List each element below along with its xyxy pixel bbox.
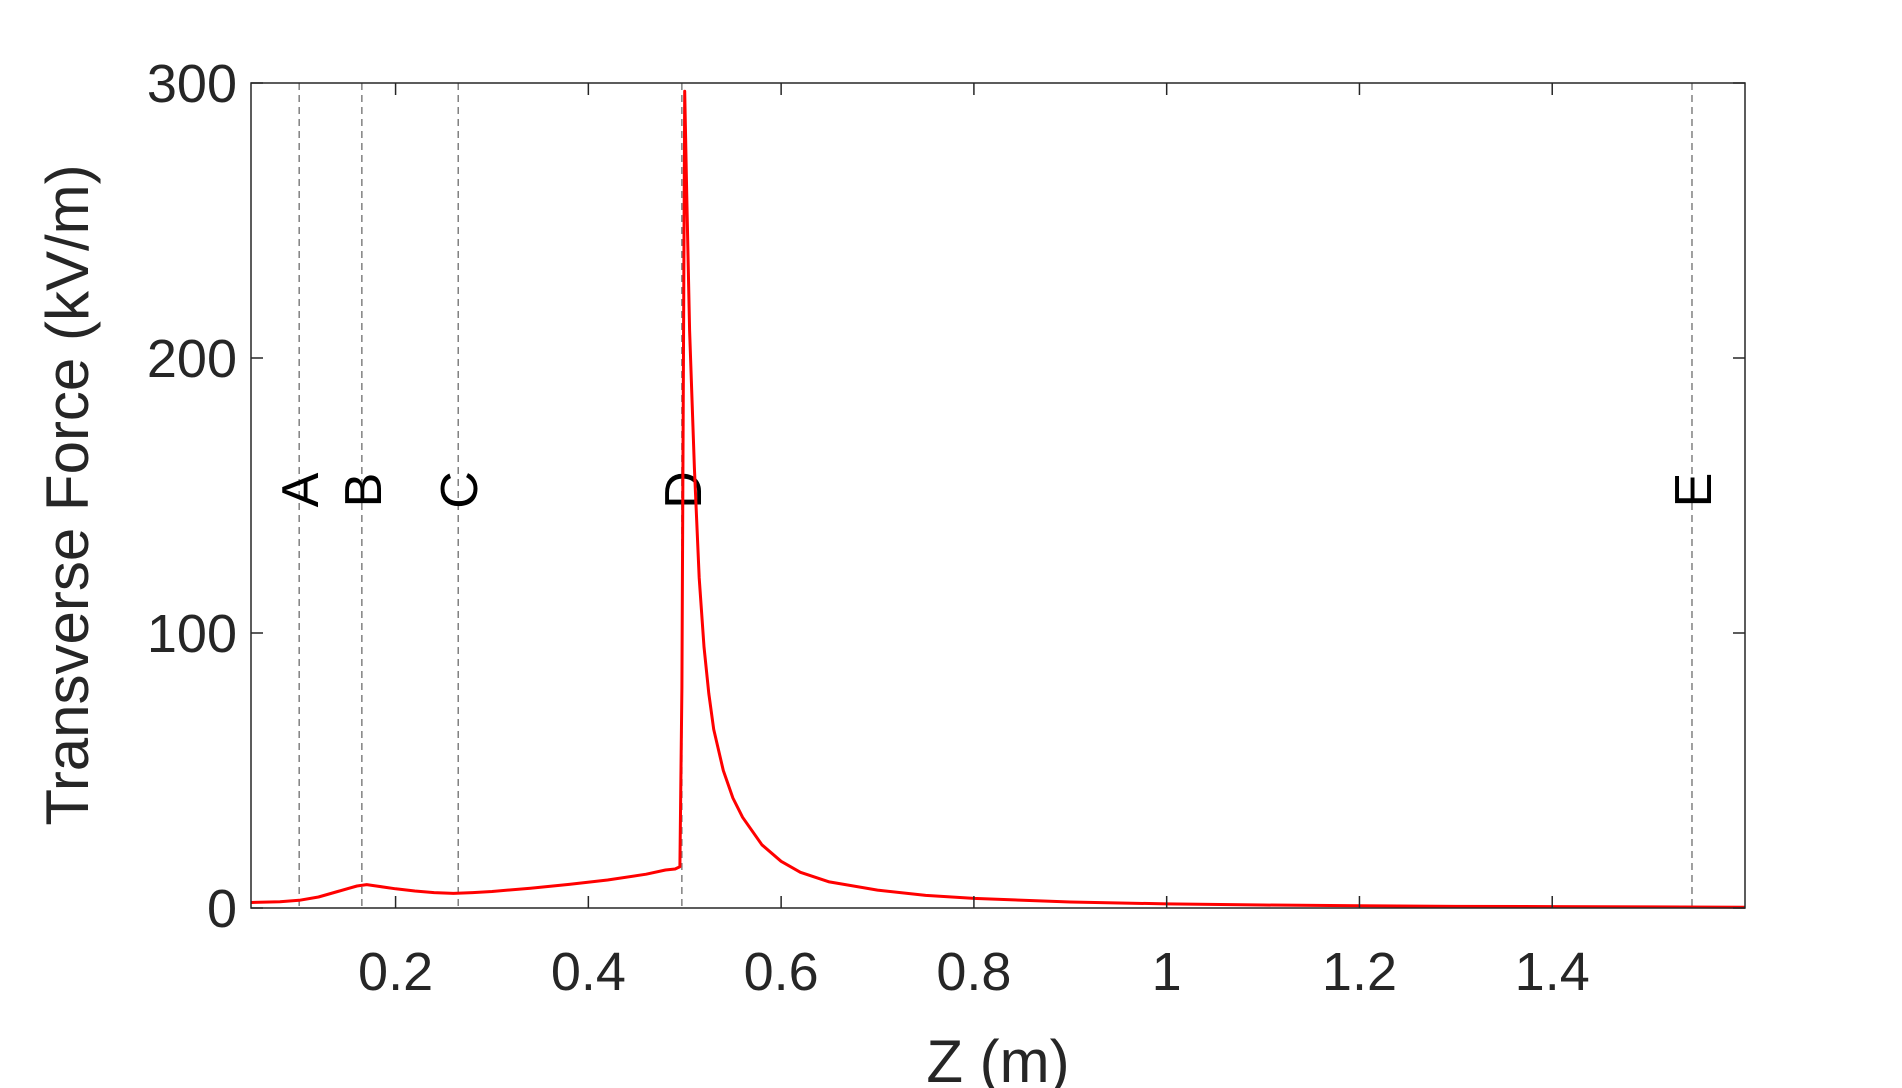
- ticks-layer: 0.2 0.4 0.6 0.8 1 1.2 1.4 0 100 200 300: [147, 54, 1745, 1002]
- series-line-0: [250, 89, 1746, 909]
- marker-label-c: C: [431, 471, 489, 509]
- x-tick-label: 0.4: [551, 942, 626, 1002]
- marker-label-e: E: [1665, 473, 1723, 508]
- marker-label-b: B: [335, 473, 393, 508]
- y-tick-label: 200: [147, 329, 237, 389]
- x-tick-label: 0.8: [936, 942, 1011, 1002]
- x-axis-label: Z (m): [926, 1028, 1069, 1088]
- x-tick-label: 0.2: [358, 942, 433, 1002]
- y-tick-label: 0: [207, 879, 237, 939]
- plot-area: [251, 83, 1745, 908]
- axes-box: [250, 82, 1746, 909]
- x-tick-label: 1.2: [1322, 942, 1397, 1002]
- y-axis-label: Transverse Force (kV/m): [34, 164, 101, 825]
- x-tick-label: 1.4: [1515, 942, 1590, 1002]
- series-layer: [250, 89, 1746, 909]
- y-tick-label: 300: [147, 54, 237, 114]
- y-tick-label: 100: [147, 604, 237, 664]
- x-tick-label: 0.6: [744, 942, 819, 1002]
- x-tick-label: 1: [1152, 942, 1182, 1002]
- marker-label-a: A: [272, 472, 330, 507]
